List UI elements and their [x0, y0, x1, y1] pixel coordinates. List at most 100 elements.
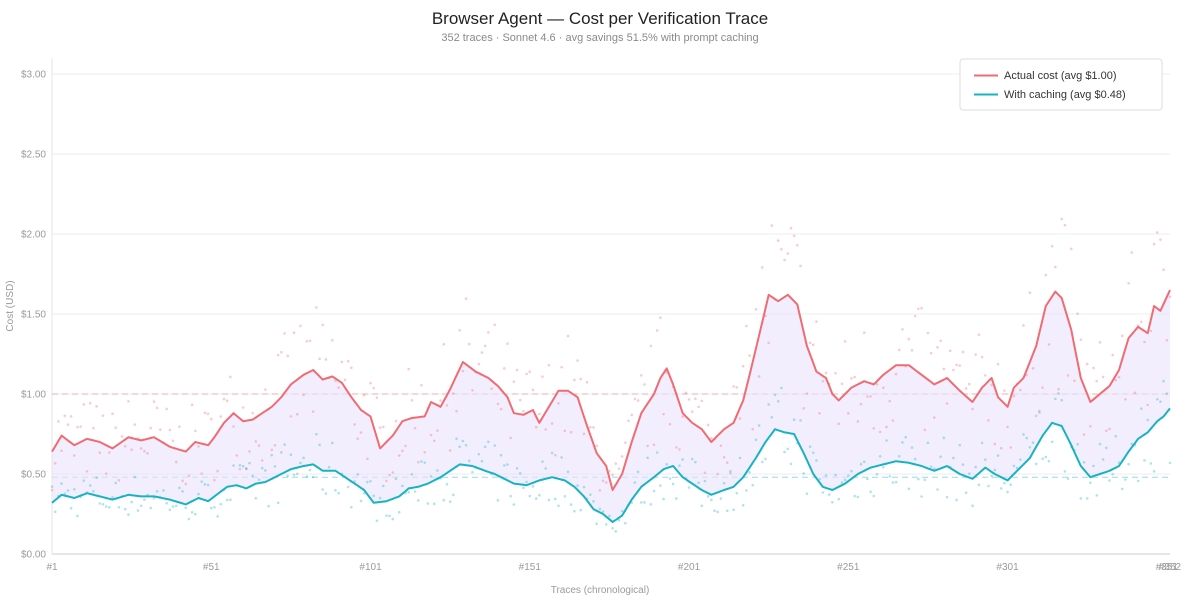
trace-point-actual — [280, 350, 283, 354]
trace-point-actual — [394, 419, 398, 423]
trace-point-cached — [843, 478, 847, 482]
trace-point-cached — [1025, 436, 1028, 440]
trace-point-actual — [815, 320, 818, 323]
trace-point-actual — [63, 414, 67, 418]
trace-point-cached — [735, 491, 739, 495]
trace-point-cached — [276, 501, 280, 505]
trace-point-cached — [136, 509, 140, 512]
trace-point-cached — [643, 501, 646, 504]
trace-point-actual — [534, 425, 538, 429]
y-axis-ticks: $0.00 $0.50 $1.00 $1.50 $2.00 $2.50 $3.00 — [21, 70, 46, 561]
trace-point-actual — [620, 455, 624, 458]
trace-point-actual — [1130, 251, 1134, 254]
trace-point-cached — [299, 461, 302, 465]
trace-point-actual — [1079, 338, 1083, 341]
trace-point-cached — [990, 474, 993, 478]
trace-point-actual — [550, 422, 554, 425]
trace-point-actual — [1168, 295, 1172, 299]
trace-point-actual — [101, 414, 105, 417]
trace-point-actual — [178, 425, 181, 428]
trace-point-cached — [1124, 478, 1127, 481]
trace-point-actual — [659, 316, 662, 320]
trace-point-cached — [267, 504, 270, 508]
trace-point-cached — [566, 470, 570, 474]
trace-point-actual — [1104, 429, 1108, 433]
trace-point-cached — [165, 501, 168, 505]
trace-point-cached — [244, 467, 248, 471]
chart-title: Browser Agent — Cost per Verification Tr… — [432, 9, 768, 28]
trace-point-actual — [219, 415, 223, 418]
trace-point-actual — [780, 247, 783, 251]
trace-point-actual — [646, 444, 649, 448]
trace-point-cached — [420, 460, 423, 463]
trace-point-cached — [1159, 400, 1162, 403]
trace-point-cached — [410, 472, 414, 476]
trace-point-cached — [719, 497, 723, 500]
trace-point-actual — [308, 339, 312, 343]
trace-point-cached — [725, 509, 729, 513]
trace-point-actual — [668, 422, 672, 426]
trace-point-cached — [894, 480, 898, 484]
trace-point-cached — [388, 514, 391, 518]
trace-point-cached — [789, 462, 793, 466]
trace-point-cached — [576, 484, 579, 487]
trace-point-actual — [1149, 329, 1153, 333]
trace-point-cached — [321, 488, 325, 491]
trace-point-cached — [936, 488, 939, 491]
trace-point-actual — [264, 388, 267, 391]
y-tick-label: $1.50 — [21, 310, 46, 321]
trace-point-cached — [63, 492, 67, 496]
trace-point-actual — [569, 430, 573, 434]
trace-point-actual — [716, 472, 720, 476]
trace-point-actual — [69, 415, 73, 418]
trace-point-actual — [98, 451, 102, 455]
trace-point-actual — [697, 405, 700, 409]
trace-point-cached — [518, 472, 522, 475]
trace-point-actual — [894, 372, 898, 376]
trace-point-actual — [1018, 388, 1022, 392]
trace-point-actual — [563, 429, 567, 433]
trace-point-cached — [315, 432, 318, 436]
trace-point-actual — [1101, 375, 1105, 379]
trace-point-actual — [1133, 391, 1137, 395]
trace-point-cached — [432, 502, 436, 505]
trace-point-actual — [751, 427, 755, 431]
savings-band — [52, 290, 1170, 522]
trace-point-actual — [630, 413, 634, 417]
trace-point-actual — [120, 435, 124, 438]
trace-point-actual — [458, 328, 462, 332]
trace-point-cached — [493, 444, 497, 447]
trace-point-cached — [971, 504, 974, 508]
trace-point-cached — [716, 510, 720, 514]
trace-point-cached — [996, 454, 1000, 457]
trace-point-cached — [194, 512, 197, 516]
trace-point-cached — [1031, 441, 1035, 444]
trace-point-cached — [1101, 458, 1105, 461]
trace-point-actual — [566, 334, 570, 338]
trace-point-actual — [786, 252, 790, 255]
trace-point-actual — [187, 474, 191, 478]
trace-point-actual — [993, 442, 997, 446]
trace-point-cached — [308, 468, 312, 472]
trace-point-actual — [977, 333, 981, 336]
trace-point-actual — [404, 444, 407, 448]
trace-point-cached — [1104, 446, 1108, 450]
trace-point-cached — [732, 508, 735, 512]
trace-point-actual — [381, 425, 385, 429]
trace-point-cached — [983, 458, 987, 461]
trace-point-cached — [1057, 392, 1060, 395]
trace-point-cached — [190, 510, 194, 514]
trace-point-cached — [792, 418, 796, 422]
trace-point-actual — [397, 454, 401, 457]
trace-point-actual — [181, 479, 184, 483]
trace-point-cached — [143, 498, 146, 501]
trace-point-cached — [1082, 461, 1086, 464]
trace-point-actual — [455, 409, 458, 413]
trace-point-cached — [563, 494, 567, 498]
trace-point-cached — [764, 457, 767, 461]
trace-point-cached — [534, 497, 538, 500]
x-tick-label: #201 — [678, 562, 701, 573]
trace-point-cached — [362, 492, 366, 495]
trace-point-cached — [292, 473, 296, 477]
legend-label-with-caching: With caching (avg $0.48) — [1004, 89, 1126, 101]
